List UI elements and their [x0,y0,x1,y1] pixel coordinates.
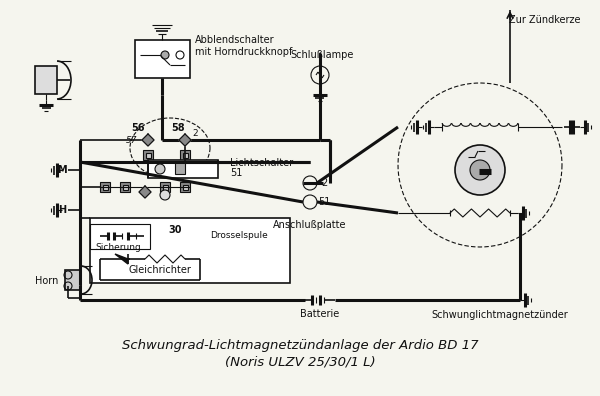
Text: 56: 56 [131,123,145,133]
Text: 2: 2 [321,178,327,188]
Text: Abblendschalter
mit Horndruckknopf: Abblendschalter mit Horndruckknopf [195,35,292,57]
Bar [143,150,153,160]
Text: Zur Zündkerze: Zur Zündkerze [509,15,581,25]
Bar [160,182,170,192]
Text: Schwungrad-Lichtmagnetzündanlage der Ardio BD 17: Schwungrad-Lichtmagnetzündanlage der Ard… [122,339,478,352]
Bar [120,182,130,192]
Text: Lichtschalter: Lichtschalter [230,158,293,168]
Circle shape [161,51,169,59]
Bar [175,162,185,174]
Circle shape [182,137,187,143]
Text: 57: 57 [126,135,138,145]
Bar [163,185,167,190]
Bar [146,152,151,158]
Text: Sicherung: Sicherung [95,242,141,251]
Text: (Noris ULZV 25/30/1 L): (Noris ULZV 25/30/1 L) [224,356,376,369]
Circle shape [160,190,170,200]
Bar [182,152,187,158]
Text: 2: 2 [192,128,198,137]
Bar [135,40,190,78]
Bar [180,182,190,192]
Text: 51: 51 [230,168,242,178]
Polygon shape [115,254,128,264]
Text: 58: 58 [171,123,185,133]
Text: Schlußlampe: Schlußlampe [290,50,353,60]
Text: 51: 51 [318,197,330,207]
Bar [100,182,110,192]
Circle shape [455,145,505,195]
Text: 30: 30 [168,225,182,235]
Circle shape [146,137,151,143]
Bar [182,185,187,190]
Text: Schwunglichtmagnetzünder: Schwunglichtmagnetzünder [431,310,568,320]
Bar [35,66,57,94]
Polygon shape [179,134,191,146]
Bar [90,218,290,283]
Bar [122,185,128,190]
Text: Gleichrichter: Gleichrichter [128,265,191,275]
Bar [65,270,81,290]
Circle shape [470,160,490,180]
Bar [90,224,150,249]
Polygon shape [139,186,151,198]
Text: Anschlußplatte: Anschlußplatte [273,220,347,230]
Text: Batterie: Batterie [301,309,340,319]
Circle shape [143,190,148,194]
Bar [180,150,190,160]
Polygon shape [142,134,154,146]
Circle shape [155,164,165,174]
Text: H: H [58,205,66,215]
Bar [103,185,107,190]
Bar [148,160,218,178]
Text: Drosselspule: Drosselspule [210,230,268,240]
Text: M: M [57,165,67,175]
Text: Horn: Horn [35,276,59,286]
